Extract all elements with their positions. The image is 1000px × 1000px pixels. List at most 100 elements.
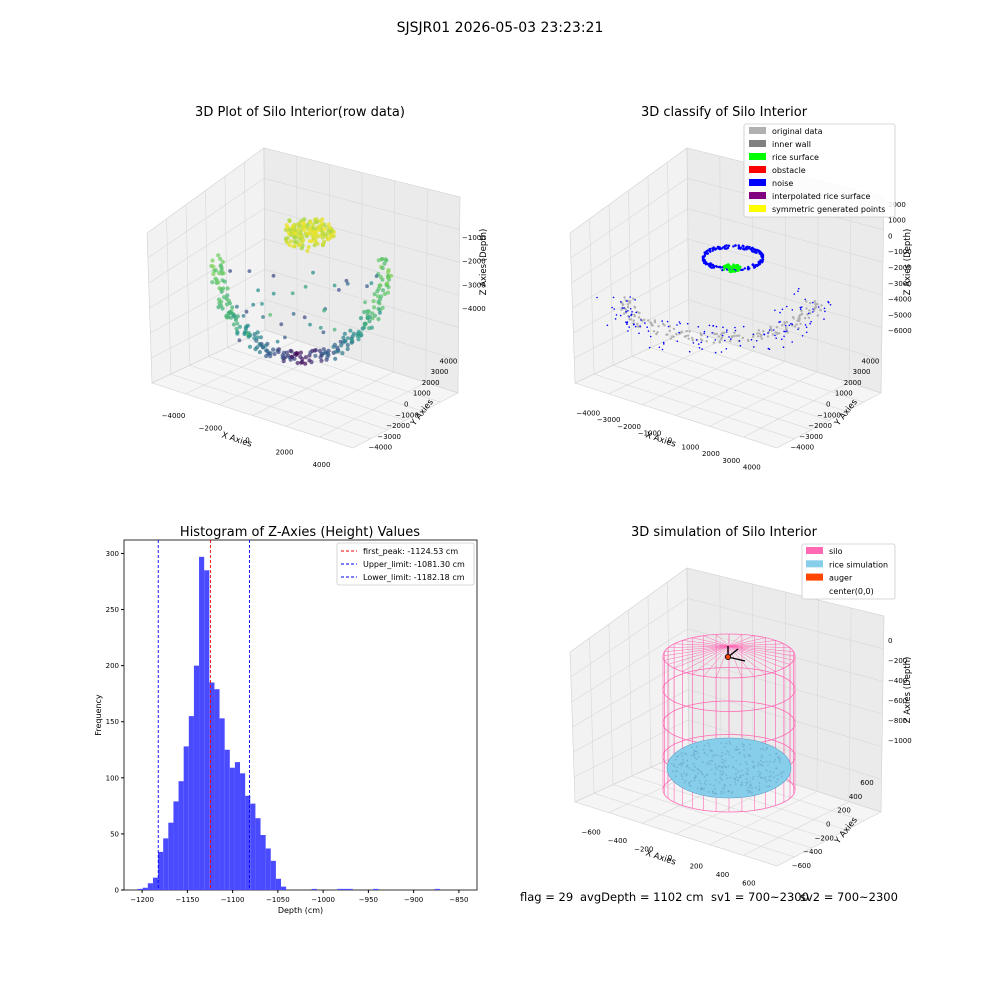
raw-data-point [362, 325, 367, 330]
cls-noise-point [807, 312, 810, 315]
cls-noise-point [708, 249, 712, 253]
rice-mesh-dot [695, 774, 697, 777]
rice-mesh-dot [758, 785, 761, 788]
cls-noise-point [721, 246, 725, 249]
hist-y-tick-label: 0 [115, 887, 119, 895]
cls-original-point [633, 313, 636, 317]
cls-original-point [666, 333, 669, 336]
cls-rice-point [730, 270, 733, 273]
cls-original-point [691, 339, 695, 342]
cls-noise-point [621, 307, 624, 309]
raw-top-point [301, 224, 306, 229]
rice-mesh-dot [764, 776, 767, 779]
histogram-bar [265, 848, 271, 890]
cls-original-point [776, 332, 779, 336]
cls-noise-point [734, 244, 737, 247]
rice-mesh-dot [765, 780, 768, 783]
cls-noise-point [823, 307, 826, 310]
cls-noise-point [695, 339, 698, 341]
rice-mesh-dot [693, 777, 696, 780]
sim-x-tick-label: 0 [668, 854, 672, 862]
rice-mesh-dot [757, 761, 760, 764]
cls-noise-point [750, 338, 753, 341]
raw-y-tick-label: −4000 [368, 444, 392, 452]
rice-mesh-dot [699, 769, 701, 772]
raw-data-point [378, 283, 383, 288]
raw-data-point [289, 354, 294, 359]
rice-mesh-dot [715, 779, 717, 782]
raw-data-point [348, 328, 353, 333]
rice-mesh-dot [681, 754, 683, 757]
cls-original-point [816, 314, 819, 317]
rice-mesh-dot [735, 746, 738, 749]
cls-noise-point [781, 308, 784, 311]
raw-data-point [350, 334, 355, 339]
cls-original-point [649, 322, 653, 325]
cls-original-point [680, 330, 683, 333]
histogram-bar [147, 883, 153, 890]
rice-mesh-dot [698, 755, 700, 758]
cls-original-point [712, 332, 715, 335]
rice-mesh-dot [721, 758, 723, 761]
rice-mesh-dot [770, 775, 772, 777]
raw-data-point [322, 308, 326, 313]
cls-y-tick-label: −2000 [808, 422, 832, 430]
rice-mesh-dot [769, 760, 771, 763]
cls-legend-label: original data [772, 127, 823, 136]
hist-y-tick-label: 300 [106, 550, 119, 558]
cls-noise-point [647, 330, 650, 332]
rice-mesh-dot [765, 760, 768, 763]
rice-mesh-dot [749, 780, 752, 783]
cls-original-point [627, 299, 630, 302]
rice-mesh-dot [703, 744, 706, 747]
raw-data-point [332, 283, 337, 288]
hist-legend: first_peak: -1124.53 cm Upper_limit: -108… [336, 542, 475, 586]
hist-x-tick-label: −1050 [266, 896, 290, 904]
histogram-bar [240, 773, 246, 890]
raw-top-point [320, 243, 325, 248]
raw-grid-y [244, 162, 441, 403]
rice-mesh-dot [744, 756, 746, 758]
cls-original-point [712, 341, 715, 344]
rice-mesh-dot [701, 773, 704, 776]
histogram-bar [347, 888, 353, 890]
cls-original-point [803, 316, 807, 320]
raw-y-tick-label: 0 [404, 401, 408, 409]
raw-data-point [372, 305, 377, 310]
cls-original-point [819, 308, 822, 312]
raw-data-point [380, 266, 385, 271]
rice-mesh-dot [721, 754, 723, 757]
rice-mesh-dot [689, 785, 692, 788]
histogram-bar [214, 689, 220, 890]
raw-data-point [212, 268, 217, 273]
rice-mesh-dot [729, 742, 732, 745]
hist-legend-label: first_peak: -1124.53 cm [363, 547, 458, 556]
cls-rice-point [728, 267, 731, 270]
rice-mesh-dot [693, 769, 696, 772]
rice-mesh-dot [738, 776, 741, 779]
rice-surface [666, 737, 792, 799]
cls-original-point [717, 335, 720, 338]
cls-noise-point [633, 323, 635, 326]
cls-noise-point [629, 296, 631, 298]
rice-mesh-dot [728, 754, 731, 756]
rice-mesh-dot [713, 784, 715, 787]
raw-data-point [337, 288, 341, 292]
cls-y-tick-label: 4000 [862, 357, 880, 365]
cls-noise-point [784, 324, 787, 327]
raw-data-point [281, 359, 286, 364]
rice-mesh-dot [781, 775, 783, 778]
raw-data-point [374, 274, 379, 278]
cls-grid-x [743, 188, 852, 438]
cls-original-point [636, 322, 639, 326]
rice-mesh-dot [777, 756, 779, 759]
raw-z-tick-label: −2000 [462, 258, 486, 266]
raw-grid-z [148, 208, 460, 284]
cls-noise-point [752, 333, 755, 336]
raw-data-point [325, 351, 330, 356]
rice-mesh-dot [683, 782, 686, 784]
rice-mesh-dot [761, 747, 764, 749]
cls-original-point [813, 300, 817, 303]
rice-mesh-dot [685, 753, 688, 756]
cls-original-point [762, 330, 765, 333]
